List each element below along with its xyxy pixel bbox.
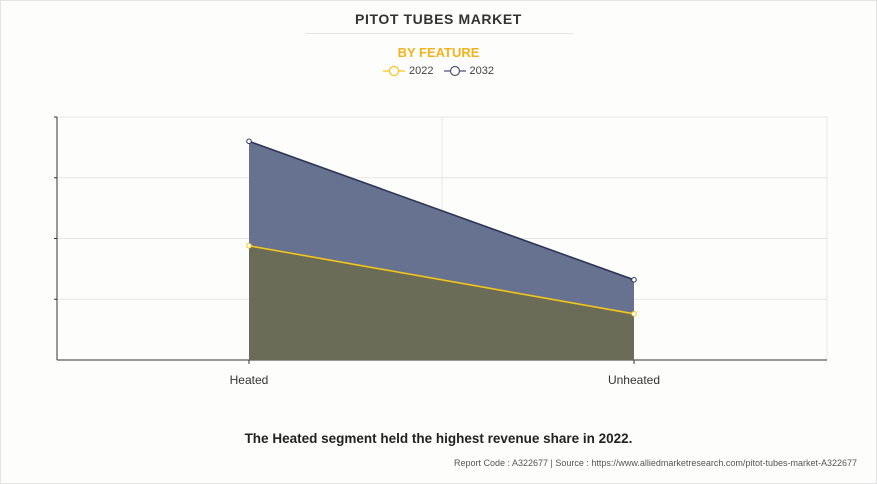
legend-item-2032[interactable]: 2032 xyxy=(443,65,494,77)
legend: 2022 2032 xyxy=(0,65,877,77)
line-2032 xyxy=(248,140,635,281)
x-tick-label-heated: Heated xyxy=(230,373,269,387)
source-note: Report Code : A322677 | Source : https:/… xyxy=(453,458,857,468)
legend-marker-2022-icon xyxy=(383,65,406,77)
point-2032-unheated xyxy=(631,277,637,283)
point-2022-heated xyxy=(246,242,252,249)
point-2032-heated xyxy=(246,138,252,145)
legend-label-2022: 2022 xyxy=(409,65,434,77)
legend-item-2022[interactable]: 2022 xyxy=(383,65,434,77)
legend-label-2032: 2032 xyxy=(469,65,494,77)
legend-marker-2032-icon xyxy=(443,65,466,77)
point-2022-unheated xyxy=(631,311,637,317)
chart-title: PITOT TUBES MARKET xyxy=(355,11,522,27)
x-tick-label-unheated: Unheated xyxy=(608,373,660,387)
chart-subtitle: BY FEATURE xyxy=(397,45,480,60)
chart-caption: The Heated segment held the highest reve… xyxy=(244,431,633,446)
area-2022 xyxy=(249,245,634,360)
line-2022 xyxy=(248,245,635,315)
title-divider xyxy=(305,33,573,34)
